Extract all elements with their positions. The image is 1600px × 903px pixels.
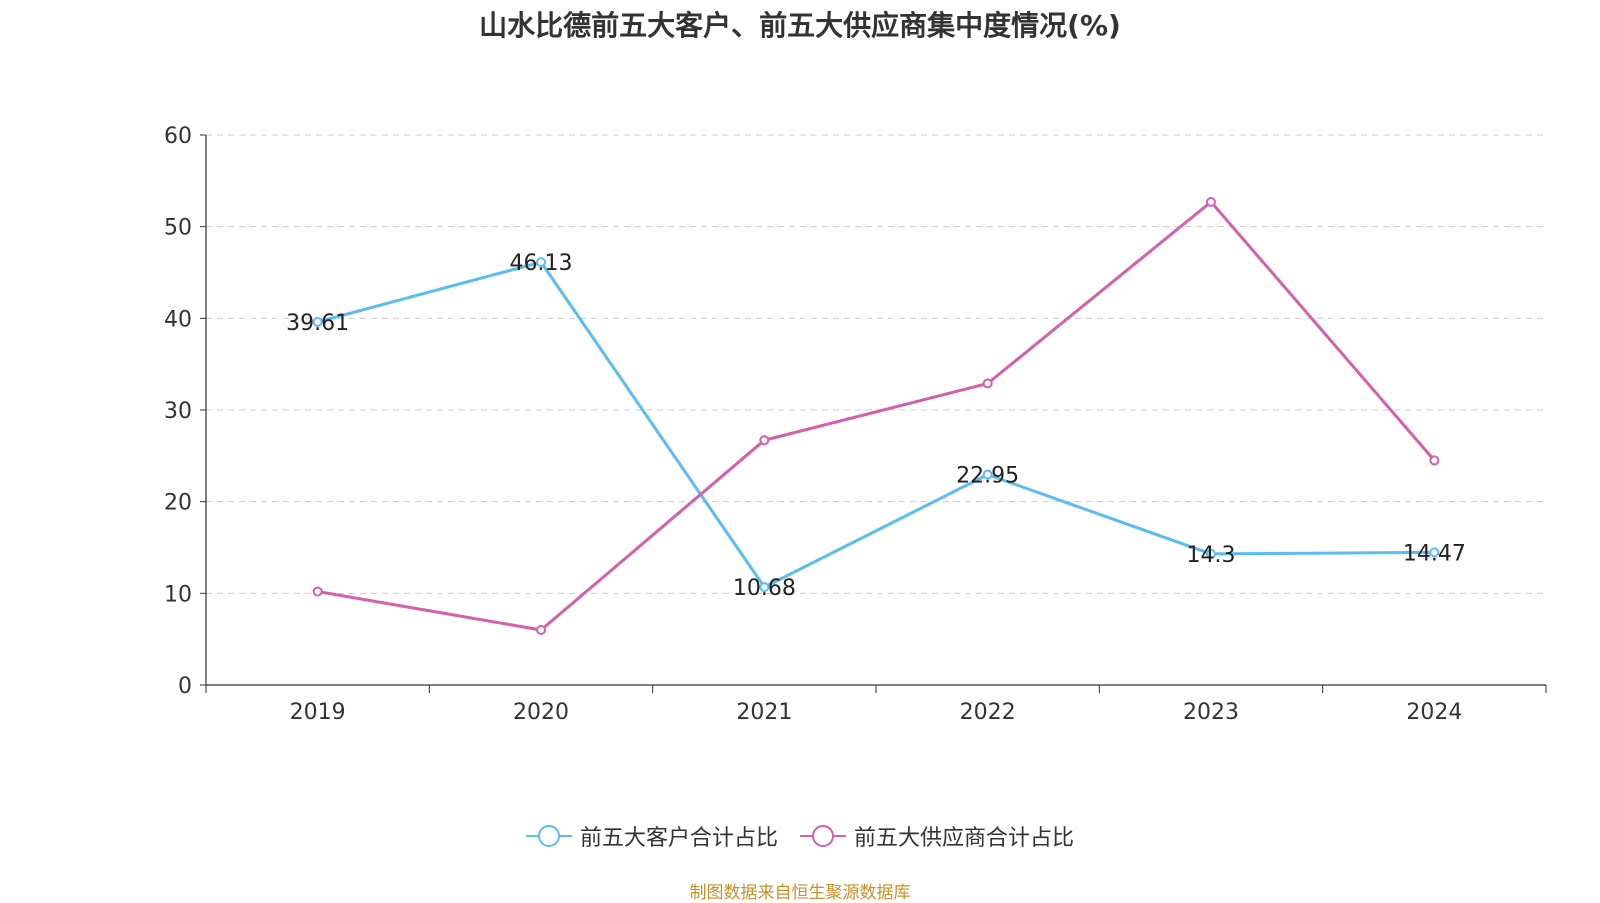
data-label-0: 22.95 [956, 464, 1019, 489]
data-point-0 [759, 582, 770, 593]
source-note: 制图数据来自恒生聚源数据库 [689, 883, 911, 903]
y-tick-label: 60 [164, 124, 192, 149]
legend-swatch-suppliers-icon [800, 825, 846, 847]
legend-item-customers[interactable]: 前五大客户合计占比 [525, 820, 778, 852]
data-point-0 [1206, 548, 1216, 559]
data-point-1 [312, 586, 323, 597]
legend-swatch-customers-icon [525, 825, 572, 847]
data-point-1 [982, 378, 993, 389]
x-tick-label: 2022 [960, 700, 1016, 725]
legend-item-suppliers[interactable]: 前五大供应商合计占比 [800, 820, 1074, 852]
data-point-0 [536, 257, 546, 268]
data-point-1 [1429, 455, 1440, 466]
data-point-1 [759, 435, 770, 446]
x-tick-label: 2023 [1183, 700, 1239, 725]
series-line-0 [317, 260, 1435, 589]
data-point-0 [312, 316, 323, 327]
x-tick-label: 2020 [513, 700, 569, 725]
data-point-0 [982, 469, 993, 480]
y-tick-label: 20 [164, 491, 192, 516]
chart-title: 山水比德前五大客户、前五大供应商集中度情况(%) [479, 9, 1121, 42]
series-line-1 [317, 200, 1436, 632]
data-label-0: 10.68 [733, 576, 796, 601]
legend-label-suppliers: 前五大供应商合计占比 [854, 826, 1075, 851]
y-tick-label: 40 [164, 307, 192, 332]
data-label-0: 14.3 [1187, 543, 1236, 568]
y-tick-label: 10 [164, 582, 192, 607]
data-label-0: 39.61 [286, 311, 349, 336]
data-label-0: 46.13 [510, 251, 573, 276]
y-tick-label: 30 [164, 399, 192, 424]
data-label-0: 14.47 [1403, 541, 1466, 566]
y-tick-label: 50 [164, 216, 192, 241]
legend-label-customers: 前五大客户合计占比 [579, 826, 778, 851]
data-point-0 [1429, 547, 1440, 558]
x-tick-label: 2024 [1406, 700, 1462, 725]
x-tick-label: 2019 [290, 700, 346, 725]
data-point-1 [536, 625, 546, 635]
data-point-1 [1206, 196, 1216, 207]
x-tick-label: 2021 [736, 700, 792, 725]
chart-legend: 前五大客户合计占比 前五大供应商合计占比 [0, 820, 1600, 852]
y-tick-label: 0 [178, 674, 192, 699]
